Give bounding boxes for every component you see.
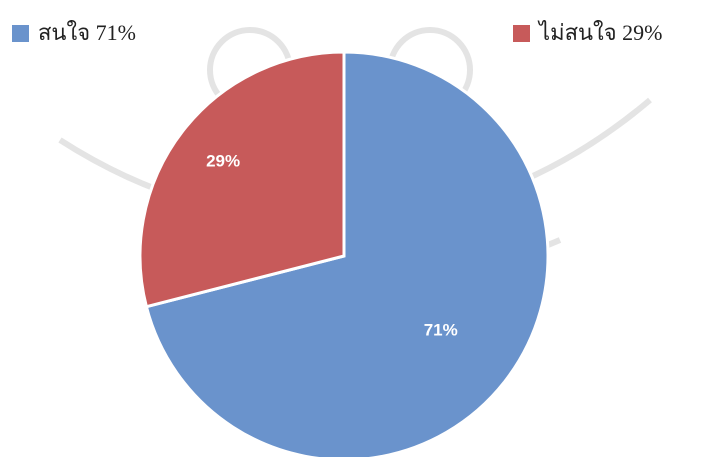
data-label: 29% — [206, 152, 240, 171]
legend-label: สนใจ 71% — [38, 20, 136, 45]
legend-swatch — [513, 25, 530, 42]
legend-label: ไม่สนใจ 29% — [537, 20, 663, 45]
data-label: 71% — [424, 321, 458, 340]
legend: สนใจ 71% ไม่สนใจ 29% — [12, 20, 663, 45]
legend-swatch — [12, 25, 29, 42]
pie-slice — [144, 50, 550, 457]
pie: 71% 29% — [138, 50, 550, 457]
pie-slice — [138, 50, 346, 309]
